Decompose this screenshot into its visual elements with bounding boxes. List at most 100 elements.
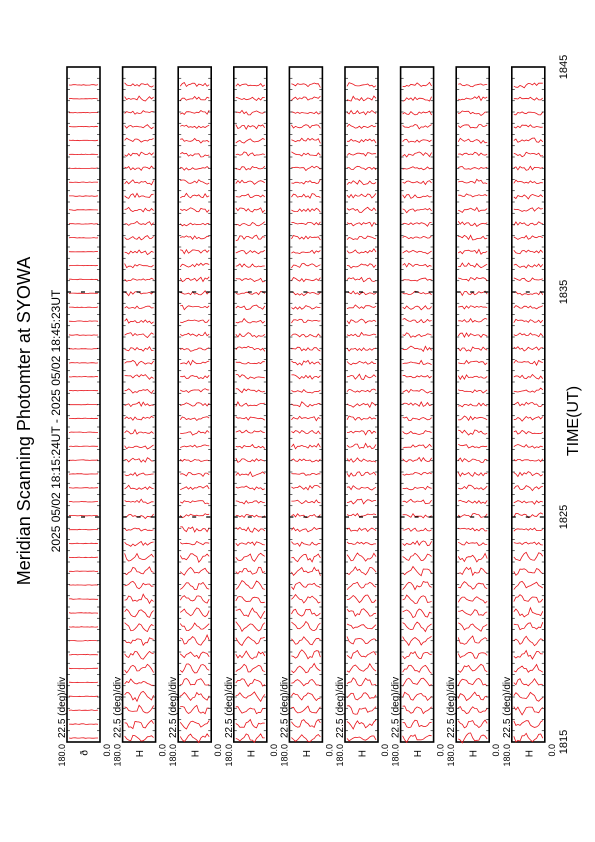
trace-line [402, 471, 432, 476]
trace-line [235, 138, 265, 144]
trace-line [69, 306, 99, 308]
trace-line [235, 733, 265, 743]
trace-line [513, 677, 543, 687]
trace-line [346, 662, 377, 673]
trace-line [402, 138, 432, 143]
trace-line [68, 153, 99, 156]
trace-line [179, 607, 210, 618]
trace-line [179, 416, 210, 422]
trace-line [235, 109, 265, 116]
trace-line [124, 388, 154, 394]
trace-line [513, 500, 543, 505]
trace-line [124, 192, 154, 199]
trace-line [346, 512, 377, 518]
y-top-label: 180.0 [224, 744, 234, 767]
trace-line [68, 612, 99, 614]
trace-line [235, 443, 266, 449]
trace-line [513, 207, 543, 212]
trace-line [291, 733, 321, 743]
trace-line [235, 500, 265, 505]
trace-line [291, 608, 321, 617]
trace-line [457, 678, 488, 687]
trace-line [291, 566, 321, 576]
trace-line [346, 552, 377, 562]
trace-line [291, 111, 321, 115]
trace-line [402, 580, 432, 591]
trace-line [68, 125, 99, 128]
trace-line [291, 636, 321, 646]
channel-label: H [358, 750, 369, 757]
trace-line [180, 678, 210, 686]
trace-line [513, 606, 544, 618]
trace-line [179, 720, 210, 730]
trace-line [291, 359, 321, 366]
trace-line [402, 527, 432, 532]
trace-line [402, 318, 432, 324]
panel-4: 180.0 0.0 H 22.5 (deg)/div [224, 66, 279, 767]
trace-line [291, 526, 321, 533]
trace-line [179, 691, 210, 701]
trace-line [179, 276, 210, 283]
trace-line [457, 137, 488, 144]
trace-line [180, 402, 210, 407]
trace-line [68, 528, 99, 531]
trace-line [513, 401, 544, 408]
trace-line [513, 221, 543, 226]
trace-line [458, 389, 488, 394]
trace-line [68, 264, 99, 267]
trace-line [124, 513, 154, 520]
trace-line [291, 718, 321, 729]
trace-line [124, 249, 154, 256]
y-top-label: 180.0 [168, 744, 178, 767]
trace-line [402, 374, 432, 379]
trace-line [291, 401, 321, 408]
trace-line [346, 179, 377, 186]
trace-line [68, 320, 99, 322]
trace-line [235, 304, 266, 311]
trace-line [124, 552, 154, 562]
trace-line [513, 249, 544, 255]
trace-line [346, 485, 377, 491]
trace-line [124, 471, 154, 477]
trace-line [124, 206, 154, 213]
trace-line [346, 95, 377, 102]
trace-line [124, 663, 154, 674]
trace-line [235, 345, 266, 352]
trace-line [68, 250, 99, 253]
trace-line [291, 620, 321, 632]
trace-line [402, 180, 432, 186]
trace-line [347, 138, 377, 144]
panel-frame [288, 66, 324, 743]
trace-line [124, 151, 154, 157]
trace-line [124, 484, 154, 491]
trace-line [346, 581, 377, 590]
trace-line [235, 514, 266, 518]
trace-line [402, 345, 432, 353]
trace-line [235, 401, 265, 407]
trace-line [180, 500, 210, 505]
x-tick-label: 1835 [558, 280, 570, 304]
trace-line [458, 402, 488, 408]
trace-line [291, 235, 321, 241]
trace-line [346, 109, 377, 116]
trace-line [346, 290, 377, 296]
trace-line [402, 498, 432, 505]
trace-line [513, 137, 544, 143]
trace-line [291, 472, 321, 476]
trace-line [346, 276, 377, 283]
trace-line [513, 415, 544, 422]
trace-line [402, 123, 432, 130]
trace-line [179, 663, 210, 674]
panel-8: 180.0 0.0 H 22.5 (deg)/div [446, 66, 501, 767]
scale-label: 22.5 (deg)/div [113, 677, 124, 738]
trace-line [513, 471, 544, 478]
trace-line [291, 95, 321, 101]
trace-line [68, 292, 99, 294]
trace-line [402, 359, 432, 366]
trace-line [402, 734, 432, 744]
trace-line [179, 222, 210, 227]
trace-line [346, 248, 377, 254]
x-tick-label: 1845 [558, 55, 570, 79]
trace-line [291, 151, 321, 157]
trace-line [68, 98, 99, 100]
